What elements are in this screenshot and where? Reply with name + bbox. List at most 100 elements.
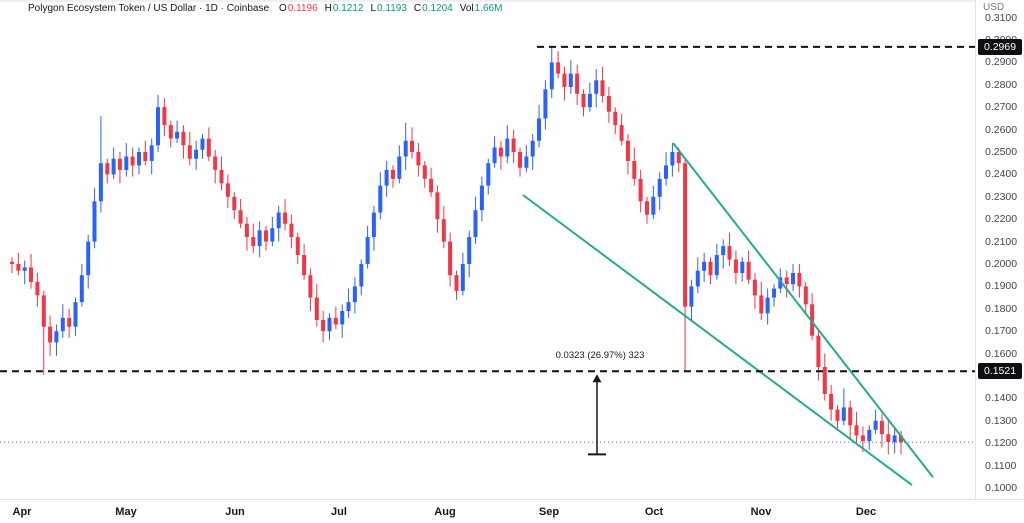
price-tick-label: 0.2000: [985, 258, 1018, 270]
candle-body: [73, 302, 78, 327]
candle-body: [403, 140, 408, 157]
price-tick-label: 0.1600: [985, 347, 1018, 360]
candle-body: [187, 145, 192, 159]
candle-body: [410, 140, 414, 152]
trendline[interactable]: [522, 194, 913, 486]
candle-body: [257, 230, 262, 247]
candle-body: [117, 158, 122, 170]
candle-body: [149, 145, 154, 161]
candle-body: [454, 275, 459, 291]
candle-body: [467, 237, 472, 264]
candle-body: [143, 152, 148, 161]
candle-body: [67, 317, 72, 327]
candle-body: [264, 230, 268, 242]
candle-body: [568, 73, 573, 87]
candle-body: [879, 420, 884, 435]
candle-body: [714, 255, 719, 276]
candle-body: [270, 228, 275, 242]
candle-body: [486, 163, 491, 186]
candle-body: [549, 62, 554, 90]
candle-body: [752, 279, 757, 296]
month-label-dec: Dec: [855, 506, 877, 518]
candle-body: [397, 156, 402, 179]
month-label-aug: Aug: [434, 506, 456, 518]
candle-body: [492, 147, 497, 164]
price-tick-label: 0.2100: [985, 235, 1018, 248]
candle-body: [92, 201, 97, 242]
candle-body: [562, 73, 567, 87]
candle-body: [505, 138, 510, 157]
candle-body: [841, 407, 846, 421]
candle-body: [727, 246, 732, 260]
candle-body: [733, 259, 738, 273]
window-top-border: [0, 0, 1024, 2]
candle-body: [352, 286, 357, 303]
candle-body: [581, 93, 586, 108]
candle-body: [448, 241, 453, 276]
candle-body: [543, 89, 548, 119]
measure-tool-label: 0.0323 (26.97%) 323: [555, 350, 645, 362]
candle-body: [194, 149, 199, 159]
candle-body: [175, 131, 180, 139]
measure-arrow[interactable]: [588, 374, 606, 456]
candle-body: [829, 393, 834, 410]
candle-body: [162, 107, 167, 126]
legend-low: L0.1193: [370, 3, 407, 14]
candle-body: [867, 429, 872, 441]
candle-body: [378, 185, 383, 213]
candle-body: [213, 156, 218, 170]
month-label-sep: Sep: [538, 506, 560, 518]
candle-body: [606, 96, 611, 112]
candle-body: [676, 152, 681, 164]
candle-body: [498, 147, 503, 157]
candle-body: [359, 264, 364, 287]
candle-body: [651, 196, 656, 215]
trendline[interactable]: [672, 142, 934, 478]
candle-body: [835, 409, 840, 421]
candle-body: [60, 317, 65, 332]
candle-body: [892, 435, 897, 443]
legend-close: C0.1204: [413, 3, 453, 14]
candle-body: [302, 255, 307, 276]
candle-body: [54, 331, 59, 343]
candle-body: [251, 237, 256, 247]
candle-body: [899, 435, 903, 443]
candle-body: [765, 297, 770, 314]
candle-body: [435, 192, 440, 220]
price-tick-label: 0.3100: [985, 11, 1018, 24]
candle-body: [848, 407, 853, 426]
price-tick-label: 0.2700: [985, 101, 1018, 114]
candle-body: [638, 178, 643, 202]
candle-body: [225, 183, 230, 197]
candles-layer[interactable]: [10, 47, 903, 455]
candle-body: [340, 311, 345, 325]
candle-body: [111, 158, 116, 175]
candle-body: [10, 261, 14, 264]
candle-body: [695, 270, 700, 287]
candle-body: [86, 241, 91, 276]
candle-body: [803, 286, 808, 305]
chart-legend[interactable]: Polygon Ecosystem Token / US Dollar · 1D…: [28, 3, 509, 14]
time-axis[interactable]: Apr May Jun Jul Aug Sep Oct Nov Dec: [0, 499, 1024, 523]
price-level-badge: 0.2969: [978, 38, 1022, 55]
price-tick-label: 0.2200: [985, 213, 1018, 226]
candle-body: [29, 267, 33, 282]
candle-body: [441, 219, 446, 242]
candle-body: [854, 425, 859, 436]
candle-body: [645, 201, 649, 215]
candle-body: [422, 165, 427, 179]
candle-body: [416, 152, 421, 166]
candle-body: [295, 237, 300, 255]
price-axis[interactable]: USD 0.31000.30000.29000.28000.27000.2600…: [975, 0, 1024, 499]
legend-high: H0.1212: [324, 3, 364, 14]
legend-open: O0.1196: [279, 3, 318, 14]
candle-body: [670, 152, 675, 166]
price-tick-label: 0.1300: [985, 414, 1018, 427]
candle-body: [124, 156, 129, 170]
candle-body: [822, 367, 827, 394]
candle-body: [308, 275, 313, 298]
candle-body: [289, 223, 294, 238]
candle-body: [530, 140, 535, 157]
